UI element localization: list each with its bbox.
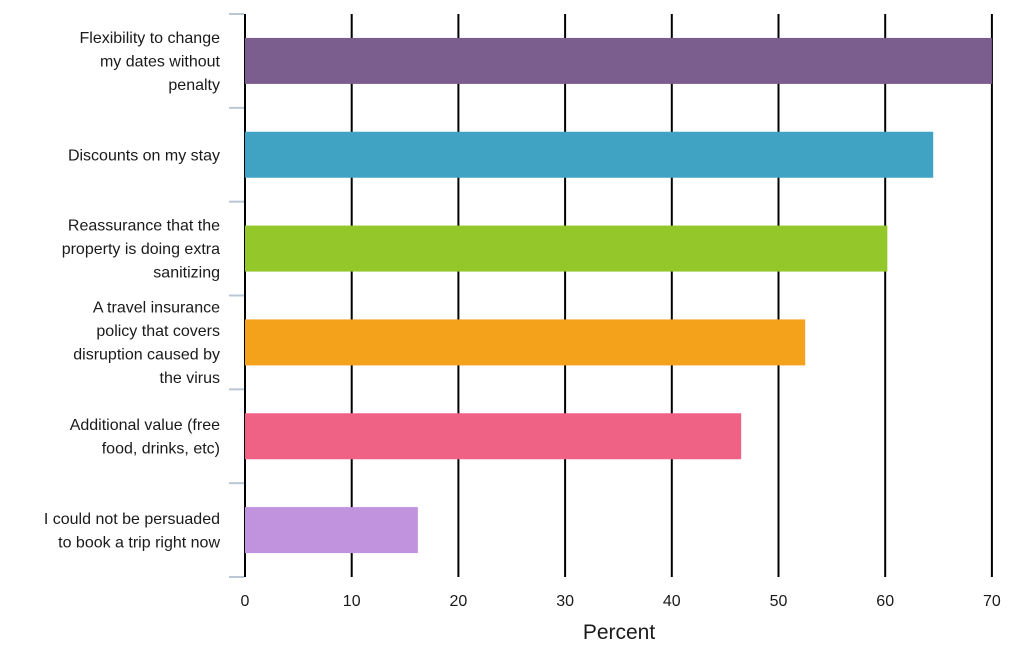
category-label-line: Additional value (free xyxy=(70,417,220,434)
x-axis-title: Percent xyxy=(583,621,656,644)
x-tick-label-70: 70 xyxy=(983,593,1001,610)
x-tick-label-0: 0 xyxy=(241,593,250,610)
bar-4 xyxy=(245,319,806,366)
bar-5 xyxy=(245,413,742,460)
category-label-line: policy that covers xyxy=(96,323,220,340)
category-label-line: penalty xyxy=(168,77,220,94)
bar-3 xyxy=(245,225,888,272)
category-label-line: I could not be persuaded xyxy=(44,511,220,528)
bars xyxy=(245,37,992,554)
bar-6 xyxy=(245,507,418,554)
axes xyxy=(229,13,244,578)
category-label-line: A travel insurance xyxy=(93,300,220,317)
category-label-line: disruption caused by xyxy=(73,347,220,364)
x-tick-labels: 0 10 20 30 40 50 60 70 xyxy=(241,593,1001,610)
category-label-5: Additional value (free food, drinks, etc) xyxy=(70,417,220,458)
category-label-6: I could not be persuaded to book a trip r… xyxy=(44,511,221,552)
category-label-line: sanitizing xyxy=(153,265,220,282)
x-tick-label-60: 60 xyxy=(876,593,894,610)
x-tick-label-10: 10 xyxy=(343,593,361,610)
category-label-line: my dates without xyxy=(100,53,221,70)
bar-2 xyxy=(245,131,934,178)
category-label-1: Flexibility to change my dates without pen… xyxy=(79,30,220,94)
category-label-line: food, drinks, etc) xyxy=(102,441,220,458)
category-label-line: Reassurance that the xyxy=(68,218,220,235)
x-tick-label-40: 40 xyxy=(663,593,681,610)
bar-1 xyxy=(245,37,992,84)
category-label-line: Flexibility to change xyxy=(79,30,220,47)
gridlines xyxy=(244,14,993,577)
category-label-line: to book a trip right now xyxy=(58,534,220,551)
category-label-3: Reassurance that the property is doing ex… xyxy=(62,218,220,282)
category-label-2: Discounts on my stay xyxy=(68,147,220,164)
category-label-4: A travel insurance policy that covers disr… xyxy=(73,300,220,388)
x-tick-label-20: 20 xyxy=(450,593,468,610)
x-tick-label-50: 50 xyxy=(770,593,788,610)
x-tick-label-30: 30 xyxy=(556,593,574,610)
category-label-line: Discounts on my stay xyxy=(68,147,220,164)
category-labels: Flexibility to change my dates without pen… xyxy=(44,30,221,551)
category-label-line: property is doing extra xyxy=(62,241,220,258)
category-label-line: the virus xyxy=(160,370,220,387)
